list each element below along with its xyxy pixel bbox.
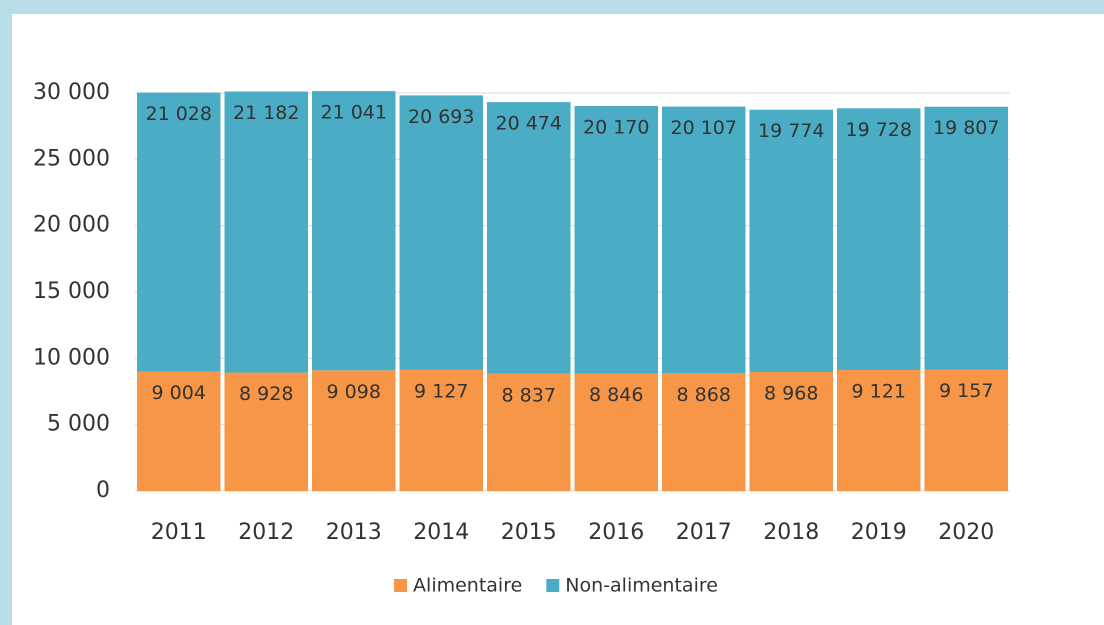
data-label: 20 693 — [408, 106, 474, 128]
bar-segment — [399, 95, 483, 370]
data-label: 21 028 — [146, 103, 212, 125]
y-tick-label: 20 000 — [33, 213, 110, 238]
data-label: 8 837 — [502, 384, 556, 406]
data-label: 20 474 — [496, 113, 562, 135]
y-tick-label: 15 000 — [33, 279, 110, 304]
data-label: 19 807 — [933, 117, 999, 139]
chart: 0 5 000 10 000 15 000 20 000 25 000 30 000 9 00… — [12, 14, 1104, 625]
y-tick-label: 5 000 — [47, 412, 110, 437]
y-tick-label: 0 — [96, 478, 110, 503]
data-label: 21 182 — [233, 102, 299, 124]
bar-segment — [487, 373, 571, 491]
x-tick-label: 2012 — [238, 520, 294, 545]
data-label: 21 041 — [321, 102, 387, 124]
data-label: 9 004 — [152, 382, 206, 404]
bar-segment — [749, 109, 833, 373]
data-label: 8 868 — [677, 384, 731, 406]
data-label: 9 157 — [939, 380, 993, 402]
legend-swatch — [394, 579, 408, 592]
y-tick-label: 25 000 — [33, 146, 110, 171]
legend-item: Non-alimentaire — [546, 575, 718, 597]
x-tick-label: 2019 — [851, 520, 907, 545]
bar-segment — [749, 372, 833, 491]
bar-segment — [137, 92, 221, 372]
data-label: 9 098 — [327, 381, 381, 403]
legend-item: Alimentaire — [394, 575, 522, 597]
bar-segment — [574, 106, 658, 374]
data-label: 8 968 — [764, 383, 818, 405]
data-label: 20 170 — [583, 117, 649, 139]
x-tick-label: 2013 — [326, 520, 382, 545]
bar-segment — [924, 369, 1008, 491]
data-label: 19 728 — [846, 119, 912, 141]
bar-segment — [224, 372, 308, 491]
bar-segment — [312, 91, 396, 371]
x-tick-label: 2014 — [413, 520, 469, 545]
data-label: 9 121 — [852, 380, 906, 402]
y-tick-label: 30 000 — [33, 80, 110, 105]
data-label: 20 107 — [671, 117, 737, 139]
bar-segment — [837, 108, 921, 370]
y-tick-label: 10 000 — [33, 345, 110, 370]
data-label: 9 127 — [414, 380, 468, 402]
bar-segment — [924, 106, 1008, 370]
data-label: 19 774 — [758, 120, 824, 142]
data-label: 8 846 — [589, 384, 643, 406]
x-tick-label: 2015 — [501, 520, 557, 545]
bar-segment — [837, 369, 921, 491]
bar-segment — [399, 369, 483, 491]
x-tick-label: 2016 — [588, 520, 644, 545]
data-label: 8 928 — [239, 383, 293, 405]
x-tick-label: 2018 — [763, 520, 819, 545]
bar-segment — [574, 373, 658, 491]
bar-segment — [662, 373, 746, 491]
legend-label: Non-alimentaire — [565, 575, 718, 597]
bar-segment — [487, 102, 571, 374]
x-tick-label: 2017 — [676, 520, 732, 545]
bar-segment — [312, 370, 396, 491]
bar-segment — [137, 371, 221, 491]
bar-segment — [224, 91, 308, 373]
x-tick-label: 2020 — [938, 520, 994, 545]
bar-segment — [662, 106, 746, 374]
legend-swatch — [546, 579, 560, 592]
legend-label: Alimentaire — [413, 575, 522, 597]
x-tick-label: 2011 — [151, 520, 207, 545]
